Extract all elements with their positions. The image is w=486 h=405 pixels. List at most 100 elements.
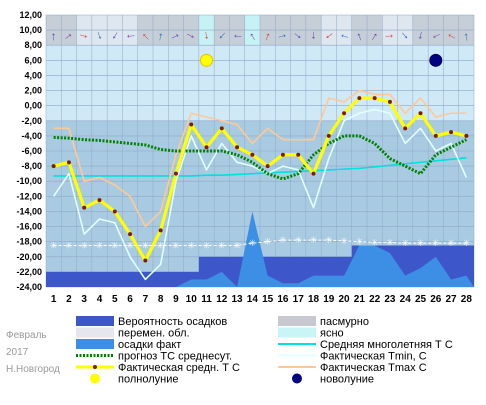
- x-tick-label: 19: [323, 294, 335, 305]
- legend-swatch-variable: [76, 327, 114, 338]
- full-moon-marker: [200, 53, 213, 67]
- x-tick-label: 10: [186, 294, 198, 305]
- legend-swatch-precip_fact: [76, 339, 114, 349]
- legend-swatch-dot: [93, 365, 97, 369]
- snow-mark-17: ✳: [294, 235, 302, 245]
- x-tick-label: 5: [112, 294, 118, 305]
- x-tick-label: 16: [277, 294, 289, 305]
- wind-arrow-15: ↑: [262, 29, 273, 44]
- wind-arrow-8: ↑: [156, 29, 165, 44]
- tmax-line: [53, 89, 467, 228]
- x-tick-label: 14: [247, 294, 259, 305]
- snow-mark-12: ✳: [218, 240, 226, 250]
- x-tick-label: 8: [158, 294, 164, 305]
- x-tick-label: 12: [216, 294, 228, 305]
- y-tick-label: 4,00: [24, 70, 42, 80]
- y-tick-label: -4,00: [21, 131, 42, 141]
- tavg-point-5: [112, 209, 117, 214]
- x-tick-label: 13: [232, 294, 244, 305]
- y-tick-label: -20,00: [16, 252, 42, 262]
- y-tick-label: -6,00: [21, 146, 42, 156]
- y-tick-label: -14,00: [16, 206, 42, 216]
- tavg-point-18: [311, 171, 316, 176]
- forecast-line: [53, 134, 468, 181]
- x-tick-label: 3: [81, 294, 87, 305]
- legend-label-precip_prob: Вероятность осадков: [118, 316, 227, 328]
- legend-label-overcast: пасмурно: [320, 316, 369, 328]
- snow-mark-24: ✳: [401, 238, 409, 248]
- wind-arrow-21: ↑: [354, 29, 364, 44]
- x-tick-label: 11: [201, 294, 212, 305]
- x-tick-label: 18: [308, 294, 320, 305]
- legend-label-tavg: Фактическая средн. Т С: [118, 362, 240, 374]
- legend-swatch-overcast: [278, 316, 316, 326]
- wind-arrow-28: ↑: [462, 29, 470, 44]
- tavg-point-8: [158, 228, 163, 233]
- x-tick-label: 20: [339, 294, 351, 305]
- tavg-point-4: [97, 198, 102, 203]
- tavg-point-3: [82, 205, 87, 210]
- x-tick-label: 6: [127, 294, 133, 305]
- x-tick-label: 21: [354, 294, 366, 305]
- y-tick-label: -16,00: [16, 222, 42, 232]
- tavg-point-16: [280, 152, 285, 157]
- legend-label-variable: перемен. обл.: [118, 328, 190, 340]
- x-tick-label: 28: [461, 294, 473, 305]
- tavg-point-13: [235, 145, 240, 150]
- tavg-point-15: [265, 164, 270, 169]
- legend-label-forecast: прогноз ТС среднесут.: [118, 351, 232, 363]
- tavg-point-12: [219, 126, 224, 131]
- snow-mark-7: ✳: [142, 240, 150, 250]
- snow-line: [53, 239, 467, 246]
- tavg-point-7: [143, 258, 148, 263]
- x-tick-label: 1: [51, 294, 57, 305]
- x-tick-label: 23: [384, 294, 396, 305]
- y-tick-label: -18,00: [16, 237, 42, 247]
- y-tick-label: -8,00: [21, 161, 42, 171]
- tavg-point-27: [449, 130, 454, 135]
- x-tick-label: 15: [262, 294, 274, 305]
- tavg-point-26: [433, 133, 438, 138]
- side-text-1: Февраль: [6, 330, 47, 341]
- legend-swatch-clear: [278, 327, 316, 338]
- wind-arrow-13: ↑: [230, 32, 245, 39]
- snow-mark-18: ✳: [310, 235, 318, 245]
- y-tick-label: 10,00: [19, 25, 42, 35]
- wind-arrow-1: ↑: [51, 29, 57, 43]
- tavg-point-10: [189, 122, 194, 127]
- legend-label-new_moon: новолуние: [320, 374, 374, 386]
- y-tick-label: 2,00: [24, 86, 42, 96]
- snow-mark-15: ✳: [264, 237, 272, 247]
- snow-mark-1: ✳: [50, 240, 58, 250]
- legend-swatch-new_moon: [292, 373, 302, 384]
- y-tick-label: 6,00: [24, 55, 42, 65]
- tavg-point-9: [173, 171, 178, 176]
- legend-swatch-full_moon: [90, 373, 100, 384]
- x-tick-label: 26: [430, 294, 442, 305]
- snow-mark-14: ✳: [249, 238, 257, 248]
- legend-label-tmax: Фактическая Tmax C: [320, 362, 427, 374]
- wind-arrow-11: ↑: [202, 29, 210, 44]
- legend-swatch-precip_prob: [76, 316, 114, 326]
- snow-mark-22: ✳: [371, 237, 379, 247]
- y-tick-label: -2,00: [21, 116, 42, 126]
- y-tick-label: -22,00: [16, 267, 42, 277]
- tmin-line: [52, 108, 468, 281]
- snow-mark-19: ✳: [325, 235, 333, 245]
- legend-label-clear: ясно: [320, 328, 344, 340]
- tavg-point-17: [296, 152, 301, 157]
- snow-mark-27: ✳: [447, 238, 455, 248]
- x-tick-label: 17: [293, 294, 305, 305]
- snow-mark-10: ✳: [187, 240, 195, 250]
- snow-mark-23: ✳: [386, 237, 394, 247]
- tavg-point-1: [51, 164, 56, 169]
- wind-arrow-18: ↑: [310, 29, 316, 43]
- tavg-point-28: [464, 133, 469, 138]
- legend-label-precip_fact: осадки факт: [118, 339, 181, 351]
- new-moon-marker: [429, 53, 443, 67]
- legend-label-tmin: Фактическая Tmin, C: [320, 351, 427, 363]
- legend-label-full_moon: полнолуние: [118, 374, 178, 386]
- tavg-point-20: [342, 111, 347, 116]
